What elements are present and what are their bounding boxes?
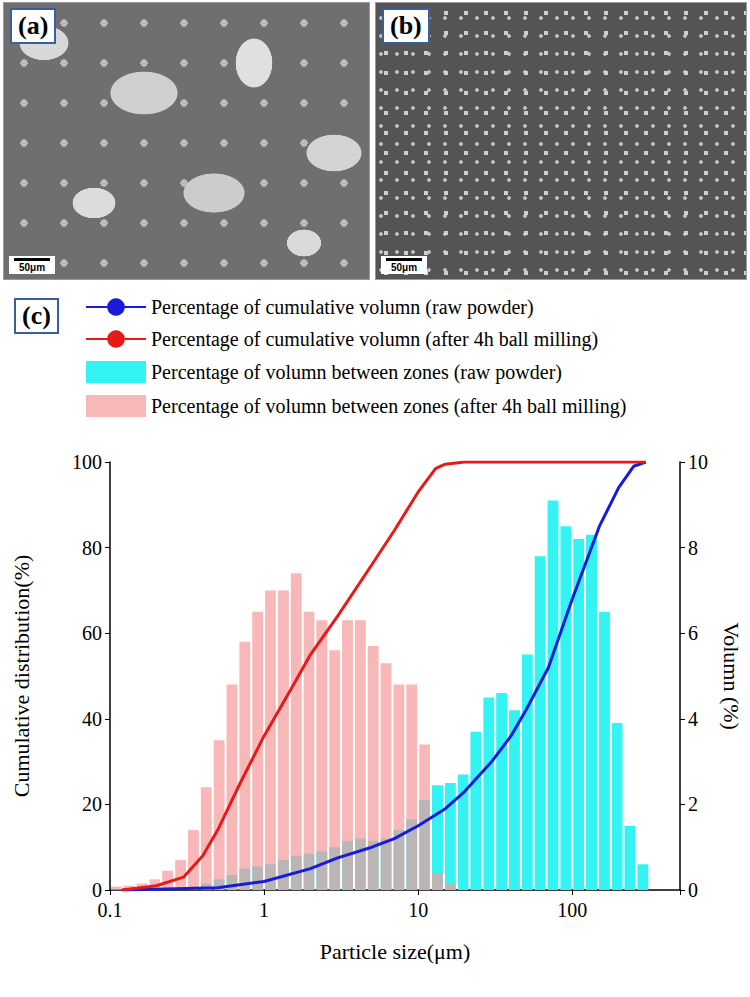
svg-text:Volumn (%): Volumn (%) [719,622,744,730]
html-text:50μm: 50μm [18,262,46,273]
svg-text:Percentage of volumn between z: Percentage of volumn between zones (afte… [151,395,626,418]
svg-text:80: 80 [82,537,102,559]
svg-text:20: 20 [82,793,102,815]
svg-text:10: 10 [408,899,428,921]
svg-text:Percentage of volumn between z: Percentage of volumn between zones (raw … [151,361,562,384]
svg-text:10: 10 [688,451,708,473]
svg-text:100: 100 [72,451,102,473]
html-text:(c): (c) [22,301,51,330]
svg-text:1: 1 [259,899,269,921]
svg-text:8: 8 [688,537,698,559]
svg-text:2: 2 [688,793,698,815]
svg-text:4: 4 [688,708,698,730]
svg-text:40: 40 [82,708,102,730]
svg-text:60: 60 [82,622,102,644]
svg-text:0: 0 [92,879,102,901]
svg-text:Cumulative distribution(%): Cumulative distribution(%) [9,555,34,798]
svg-text:0.1: 0.1 [98,899,123,921]
svg-text:100: 100 [557,899,587,921]
svg-text:0: 0 [688,879,698,901]
svg-text:Percentage of cumulative volum: Percentage of cumulative volumn (after 4… [151,328,598,351]
svg-text:Particle size(μm): Particle size(μm) [320,939,470,964]
html-text:(b): (b) [390,11,422,40]
html-text:(a): (a) [18,11,49,40]
html-text:50μm: 50μm [390,262,418,273]
svg-text:Percentage of cumulative volum: Percentage of cumulative volumn (raw pow… [151,296,534,319]
svg-text:6: 6 [688,622,698,644]
